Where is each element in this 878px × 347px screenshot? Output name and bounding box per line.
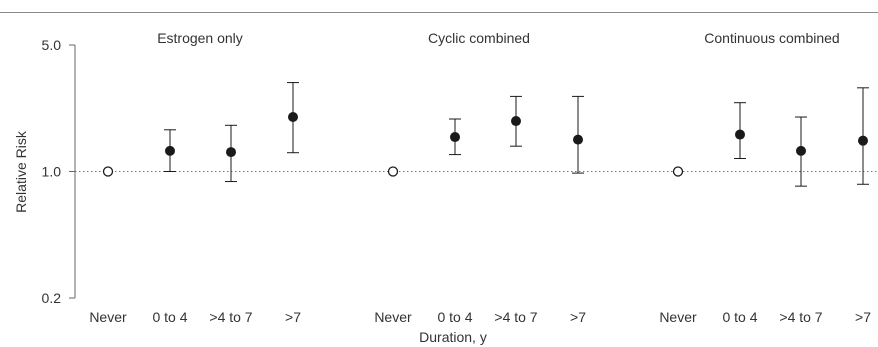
x-tick-label: >7 [855,309,871,325]
reference-point [387,166,399,177]
x-tick-label: Never [374,309,412,325]
x-tick-label: 0 to 4 [152,309,187,325]
data-point [226,147,236,158]
axes: 0.2 1.0 5.0 [42,37,878,306]
x-tick-label: 0 to 4 [437,309,472,325]
panel-title: Continuous combined [704,30,839,46]
panel-title: Cyclic combined [428,30,530,46]
data-point [735,129,745,140]
panel-3: Continuous combined Never 0 to 4 >4 to 7 >7 [659,30,871,325]
x-axis-label: Duration, y [419,329,487,345]
data-point [858,135,868,146]
x-tick-label: Never [89,309,127,325]
x-tick-label: >7 [570,309,586,325]
x-tick-label: >4 to 7 [494,309,537,325]
data-point [511,116,521,127]
data-point [450,132,460,143]
data-point [796,145,806,156]
panel-title: Estrogen only [157,30,243,46]
data-point [165,145,175,156]
data-point [288,112,298,123]
y-tick-label: 1.0 [42,164,62,180]
x-tick-label: 0 to 4 [722,309,757,325]
x-tick-label: >7 [285,309,301,325]
panel-1: Estrogen only Never 0 to 4 >4 to 7 >7 [89,30,301,325]
y-axis-label: Relative Risk [13,130,29,213]
data-point [573,134,583,145]
x-tick-label: >4 to 7 [209,309,252,325]
x-tick-label: >4 to 7 [779,309,822,325]
reference-point [672,166,684,177]
x-tick-label: Never [659,309,697,325]
panel-2: Cyclic combined Never 0 to 4 >4 to 7 >7 [374,30,586,325]
reference-point [102,166,114,177]
y-tick-label: 5.0 [42,37,62,53]
y-tick-label: 0.2 [42,290,62,306]
